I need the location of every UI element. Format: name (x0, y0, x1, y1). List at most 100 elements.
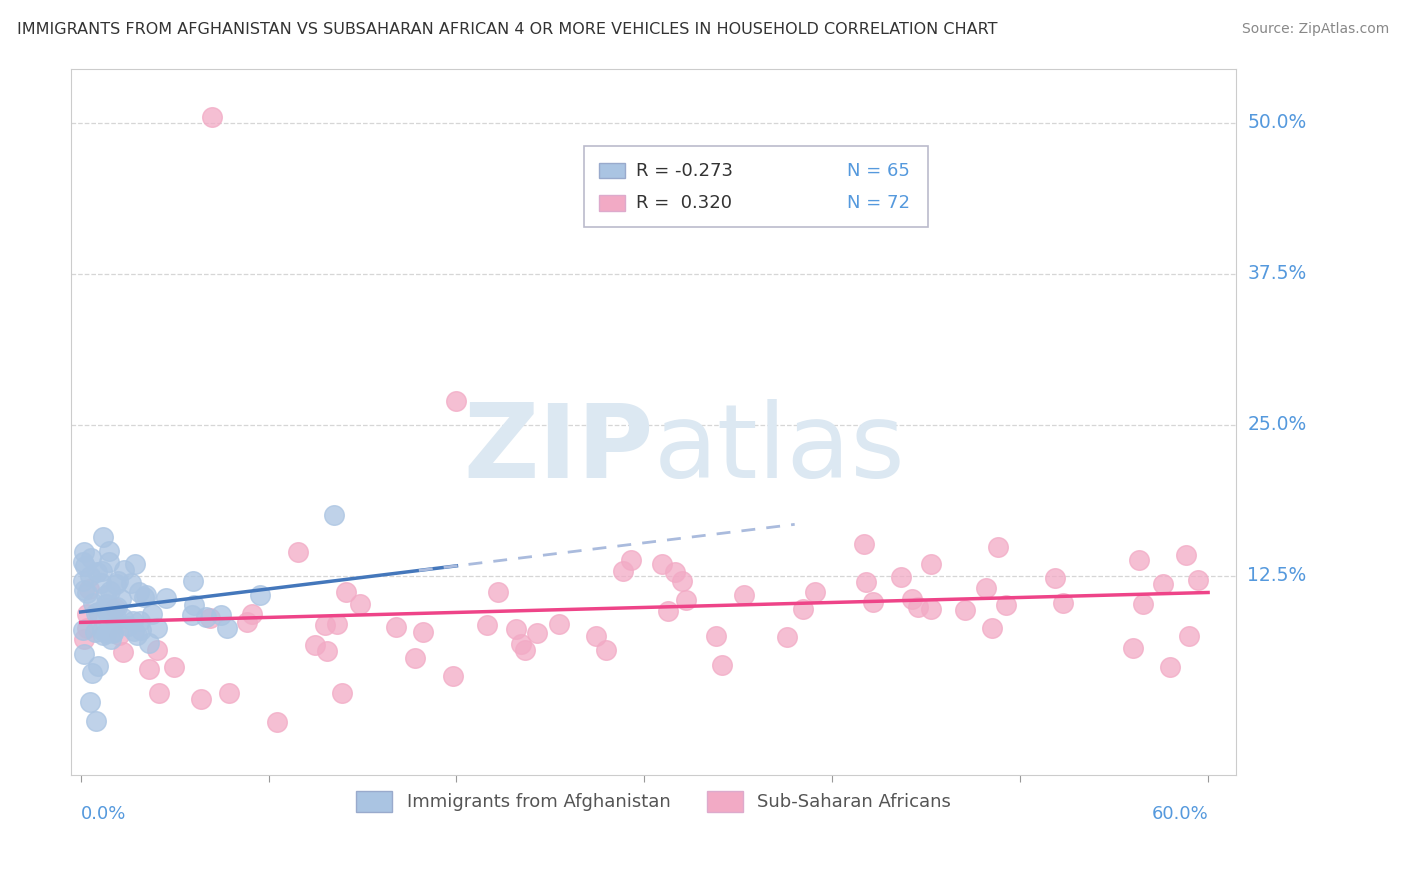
Point (129, 624, 152, 638)
Point (651, 557, 673, 571)
Point (890, 569, 912, 583)
Point (111, 611, 134, 625)
Point (97, 543, 120, 558)
Point (304, 638, 326, 652)
Point (548, 616, 571, 631)
Point (314, 618, 336, 632)
Point (91, 624, 114, 638)
Point (1128, 553, 1150, 567)
Point (907, 599, 929, 614)
Point (91, 564, 114, 578)
Point (105, 600, 128, 615)
Point (120, 575, 142, 590)
Point (1187, 574, 1209, 588)
Point (335, 584, 357, 599)
Point (619, 552, 641, 566)
FancyBboxPatch shape (583, 146, 928, 227)
Point (181, 574, 204, 588)
Point (595, 643, 617, 657)
Point (657, 604, 679, 618)
Text: 0.0%: 0.0% (80, 805, 127, 823)
Point (72, 632, 94, 646)
Point (585, 629, 607, 643)
Point (77, 582, 100, 597)
Text: 60.0%: 60.0% (1152, 805, 1208, 823)
Point (104, 607, 127, 622)
Point (97, 555, 120, 569)
Point (96, 588, 118, 602)
Point (441, 669, 464, 683)
Point (671, 574, 693, 589)
Text: ZIP: ZIP (464, 400, 654, 500)
Point (146, 621, 169, 635)
Text: R = -0.273: R = -0.273 (637, 161, 734, 179)
Point (266, 714, 288, 729)
Point (73, 647, 96, 661)
Text: 12.5%: 12.5% (1247, 566, 1306, 585)
Point (953, 603, 976, 617)
Point (163, 660, 186, 674)
Point (76, 586, 98, 600)
FancyBboxPatch shape (599, 162, 624, 178)
Point (148, 686, 170, 700)
Point (349, 598, 371, 612)
Point (134, 590, 156, 604)
Point (91, 530, 114, 544)
Point (505, 623, 527, 637)
Point (326, 616, 349, 631)
Point (855, 575, 877, 590)
Point (249, 588, 271, 602)
Point (146, 643, 169, 657)
Point (995, 598, 1018, 612)
Point (104, 614, 127, 628)
Point (79, 569, 101, 583)
Point (236, 615, 259, 629)
Point (87, 605, 110, 619)
Text: 50.0%: 50.0% (1247, 113, 1306, 132)
Point (974, 581, 997, 595)
Point (486, 585, 509, 599)
Point (776, 631, 799, 645)
Point (141, 607, 163, 621)
Point (135, 588, 157, 602)
Point (1122, 641, 1144, 656)
Point (804, 585, 827, 599)
Point (128, 585, 150, 599)
Point (242, 607, 264, 621)
Point (72, 623, 94, 637)
Point (315, 644, 337, 658)
Point (1132, 597, 1154, 611)
Point (218, 685, 240, 699)
Text: Source: ZipAtlas.com: Source: ZipAtlas.com (1241, 22, 1389, 37)
Point (84, 714, 107, 728)
Point (323, 508, 346, 523)
Point (94, 625, 117, 640)
Point (103, 626, 125, 640)
Point (446, 393, 468, 408)
Legend: Immigrants from Afghanistan, Sub-Saharan Africans: Immigrants from Afghanistan, Sub-Saharan… (349, 783, 959, 819)
Point (1159, 660, 1181, 674)
Point (330, 686, 353, 700)
Point (710, 658, 733, 673)
Text: N = 65: N = 65 (848, 161, 910, 179)
Point (98, 584, 121, 599)
Point (124, 557, 146, 571)
Point (84, 606, 107, 620)
Text: IMMIGRANTS FROM AFGHANISTAN VS SUBSAHARAN AFRICAN 4 OR MORE VEHICLES IN HOUSEHOL: IMMIGRANTS FROM AFGHANISTAN VS SUBSAHARA… (17, 22, 997, 37)
Point (80, 550, 103, 565)
Point (75, 559, 97, 574)
Point (526, 626, 548, 640)
Point (111, 645, 134, 659)
Point (987, 540, 1010, 554)
Point (1174, 548, 1197, 562)
Point (215, 621, 238, 635)
Point (704, 629, 727, 643)
Point (190, 692, 212, 706)
Point (82, 596, 104, 610)
Point (103, 625, 125, 640)
Point (385, 619, 408, 633)
Point (155, 591, 177, 606)
Point (104, 577, 127, 591)
Point (90, 575, 112, 590)
Point (198, 610, 221, 624)
